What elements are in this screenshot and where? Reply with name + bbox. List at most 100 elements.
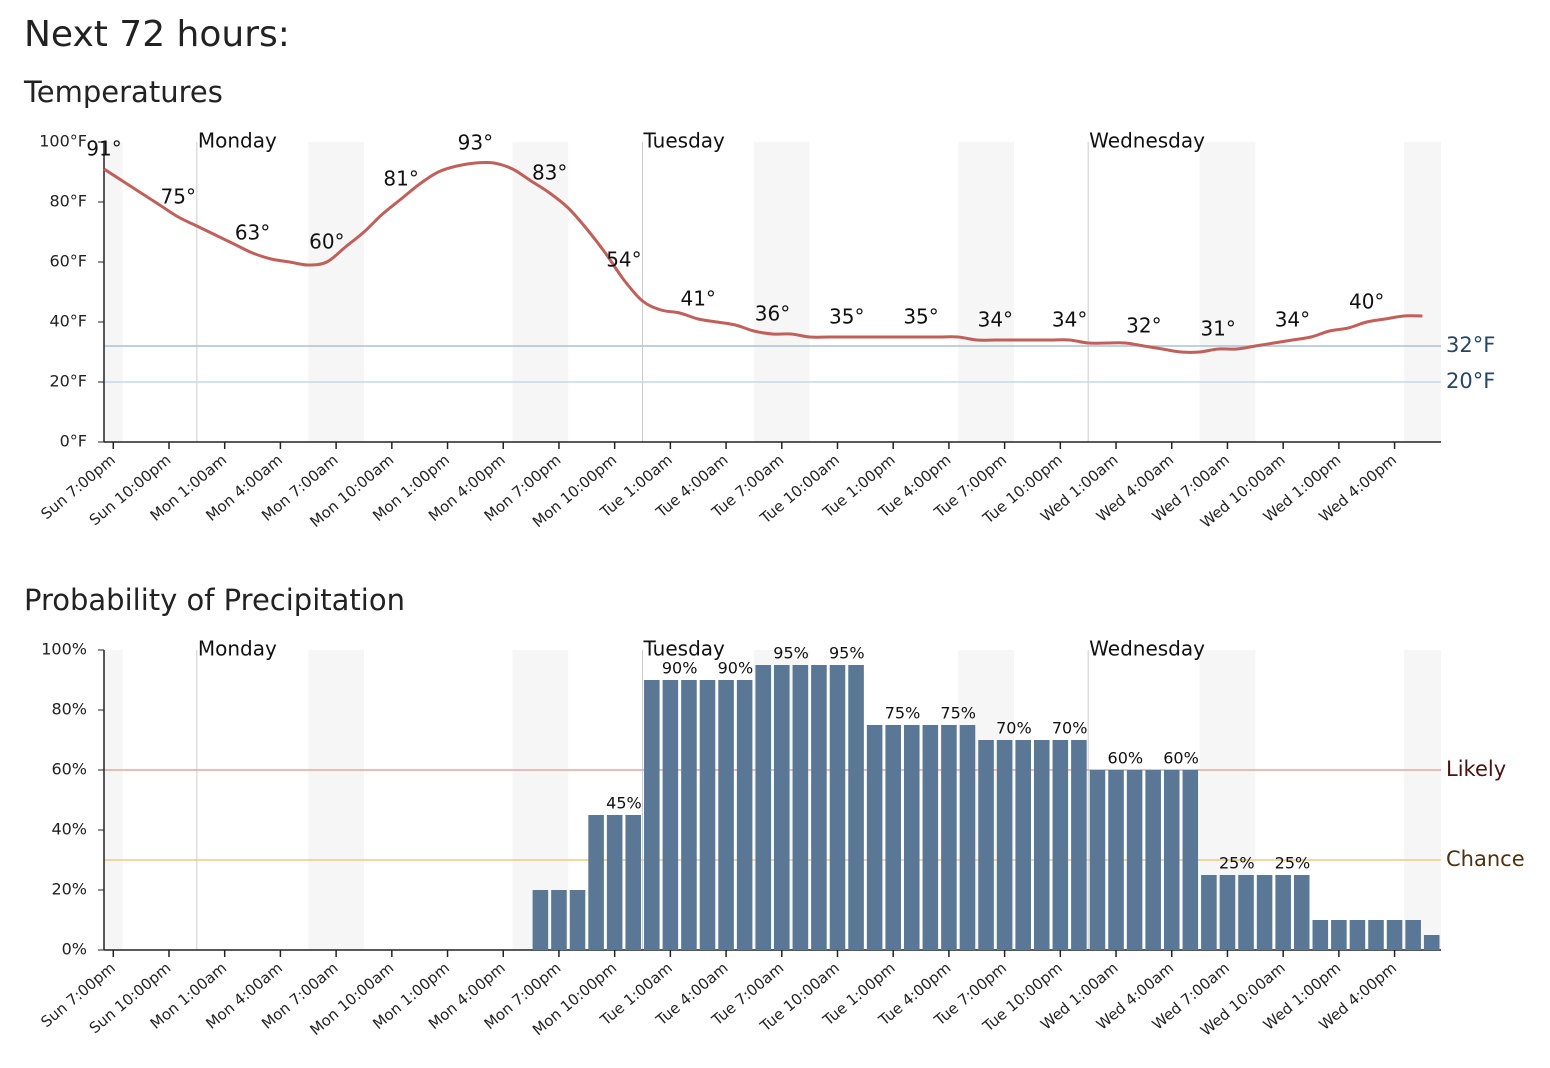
bar xyxy=(1163,770,1180,950)
bar xyxy=(1052,740,1069,950)
y-tick-label: 0°F xyxy=(60,432,87,451)
bar xyxy=(1368,920,1384,950)
data-label: 95% xyxy=(773,644,809,663)
bar xyxy=(1071,740,1087,950)
bar xyxy=(662,680,679,950)
day-label: Monday xyxy=(198,637,277,661)
data-label: 35° xyxy=(903,305,938,329)
data-label: 75° xyxy=(161,185,196,209)
data-label: 93° xyxy=(458,131,493,155)
bar xyxy=(1015,740,1031,950)
bar xyxy=(959,725,976,950)
data-label: 60% xyxy=(1108,749,1144,768)
temperature-line xyxy=(103,160,1423,354)
data-label: 60° xyxy=(309,230,344,254)
y-tick-label: 0% xyxy=(62,940,87,959)
bar xyxy=(774,665,790,950)
reference-label: 20°F xyxy=(1446,369,1495,393)
bar xyxy=(829,665,846,950)
day-label: Monday xyxy=(198,129,277,153)
chart-title: Temperatures xyxy=(23,75,223,109)
bar xyxy=(588,815,604,950)
data-label: 32° xyxy=(1126,314,1161,338)
y-tick-label: 20°F xyxy=(49,372,87,391)
bar xyxy=(792,665,809,950)
y-tick-label: 80% xyxy=(51,700,87,719)
data-label: 90% xyxy=(718,659,754,678)
data-label: 70% xyxy=(1052,719,1088,738)
night-band xyxy=(512,142,569,442)
data-label: 60% xyxy=(1163,749,1199,768)
bar xyxy=(1033,740,1050,950)
night-band xyxy=(308,650,364,950)
bar xyxy=(996,740,1013,950)
bar xyxy=(755,665,771,950)
bar xyxy=(848,665,864,950)
bar xyxy=(681,680,697,950)
y-tick-label: 60°F xyxy=(49,252,87,271)
bar xyxy=(1312,920,1329,950)
bar xyxy=(811,665,827,950)
data-label: 90% xyxy=(662,659,698,678)
y-tick-label: 40% xyxy=(51,820,87,839)
bar xyxy=(1089,770,1106,950)
reference-label: Chance xyxy=(1446,847,1525,871)
bar xyxy=(1275,875,1291,950)
bar xyxy=(1293,875,1310,950)
y-tick-label: 40°F xyxy=(49,312,87,331)
y-tick-label: 100°F xyxy=(39,132,87,151)
page-title: Next 72 hours: xyxy=(24,14,290,55)
night-band xyxy=(104,650,123,950)
bar xyxy=(1349,920,1366,950)
night-band xyxy=(1403,142,1441,442)
data-label: 34° xyxy=(978,308,1013,332)
data-label: 63° xyxy=(235,221,270,245)
y-tick-label: 60% xyxy=(51,760,87,779)
data-label: 95% xyxy=(829,644,865,663)
data-label: 25% xyxy=(1275,854,1311,873)
y-tick-label: 20% xyxy=(51,880,87,899)
data-label: 83° xyxy=(532,161,567,185)
night-band xyxy=(104,142,123,442)
bar xyxy=(1201,875,1217,950)
data-label: 40° xyxy=(1349,290,1384,314)
bar xyxy=(922,725,939,950)
chart-title: Probability of Precipitation xyxy=(24,583,405,617)
bar xyxy=(1256,875,1273,950)
bar xyxy=(885,725,901,950)
reference-label: Likely xyxy=(1446,757,1506,781)
data-label: 36° xyxy=(755,302,790,326)
day-label: Tuesday xyxy=(643,129,726,153)
data-label: 41° xyxy=(680,287,715,311)
bar xyxy=(1423,935,1440,950)
bar xyxy=(903,725,920,950)
night-band xyxy=(958,142,1014,442)
night-band xyxy=(1199,142,1256,442)
bar xyxy=(551,890,567,950)
bar xyxy=(1219,875,1236,950)
data-label: 31° xyxy=(1200,317,1235,341)
data-label: 34° xyxy=(1052,308,1087,332)
data-label: 75% xyxy=(885,704,921,723)
data-label: 45% xyxy=(606,794,642,813)
data-label: 35° xyxy=(829,305,864,329)
data-label: 91° xyxy=(86,137,121,161)
data-label: 75% xyxy=(940,704,976,723)
data-label: 81° xyxy=(383,167,418,191)
bar xyxy=(1182,770,1199,950)
data-label: 25% xyxy=(1219,854,1255,873)
bar xyxy=(978,740,994,950)
bar xyxy=(1126,770,1143,950)
day-label: Wednesday xyxy=(1089,637,1205,661)
bar xyxy=(718,680,734,950)
bar xyxy=(1108,770,1124,950)
day-label: Wednesday xyxy=(1089,129,1205,153)
bar xyxy=(606,815,623,950)
data-label: 70% xyxy=(996,719,1032,738)
bar xyxy=(736,680,753,950)
data-label: 54° xyxy=(606,248,641,272)
bar xyxy=(866,725,883,950)
bar xyxy=(625,815,642,950)
